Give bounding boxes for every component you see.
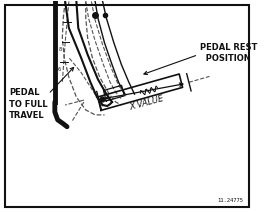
Text: 11.24775: 11.24775	[217, 198, 243, 203]
Text: X VALUE: X VALUE	[129, 94, 165, 112]
Text: 8: 8	[59, 47, 62, 52]
Text: 6: 6	[58, 67, 61, 72]
Text: PEDAL REST
  POSITION: PEDAL REST POSITION	[200, 43, 258, 63]
Text: PEDAL
TO FULL
TRAVEL: PEDAL TO FULL TRAVEL	[9, 88, 47, 120]
